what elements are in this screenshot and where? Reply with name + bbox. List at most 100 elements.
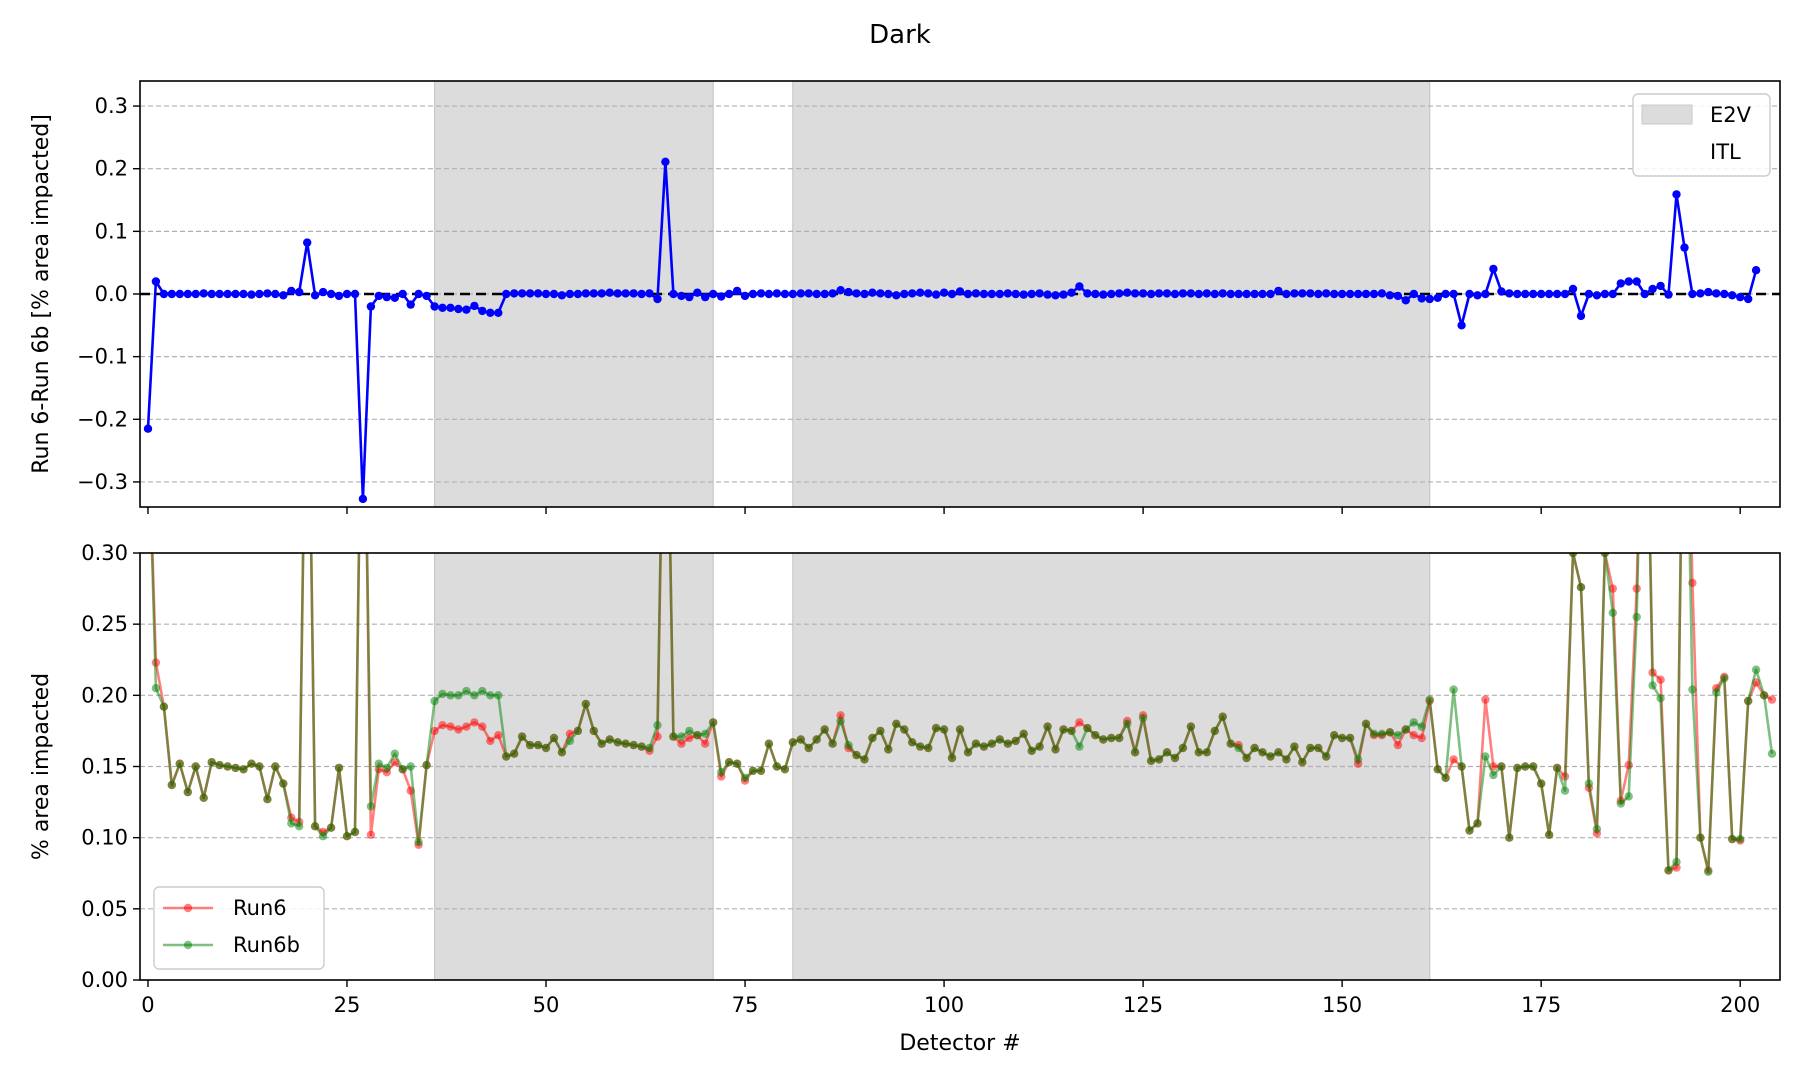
run6b-series-point bbox=[1138, 713, 1148, 723]
x-tick-label: 0 bbox=[141, 993, 154, 1017]
difference-series-point bbox=[231, 289, 240, 299]
difference-series-point bbox=[1473, 291, 1482, 300]
run6-series-point bbox=[1075, 718, 1084, 727]
difference-series-point bbox=[1592, 291, 1602, 300]
difference-series-point bbox=[215, 289, 224, 299]
difference-series-point bbox=[1345, 289, 1355, 299]
difference-series-point bbox=[1154, 289, 1164, 298]
difference-series-point bbox=[947, 289, 957, 299]
bottom-panel: 0.00 0.05 0.10 0.15 0.20 0.25 0.30 0 25 50 75 100 1… bbox=[29, 541, 1781, 1056]
difference-series-point bbox=[374, 291, 383, 301]
x-tick-label: 75 bbox=[732, 993, 759, 1017]
difference-series-point bbox=[438, 303, 447, 312]
run6b-series-point bbox=[1521, 762, 1530, 771]
difference-series-point bbox=[852, 289, 861, 298]
run6b-series-point bbox=[541, 743, 551, 753]
run6b-series-point bbox=[1290, 742, 1299, 751]
run6b-series-point bbox=[533, 740, 543, 750]
run6b-series-point bbox=[1218, 712, 1227, 721]
run6-series-point bbox=[1409, 731, 1419, 740]
run6b-series-point bbox=[263, 795, 272, 804]
run6b-series-point bbox=[772, 762, 782, 771]
difference-series-point bbox=[573, 289, 583, 299]
difference-series-point bbox=[1465, 289, 1474, 299]
difference-series-point bbox=[1011, 289, 1020, 299]
run6b-series-point bbox=[191, 762, 200, 771]
difference-series-point bbox=[661, 157, 670, 166]
difference-series-point bbox=[1178, 289, 1188, 298]
difference-series-point bbox=[549, 289, 559, 299]
run6b-series-point bbox=[1059, 725, 1068, 734]
difference-series-point bbox=[1481, 289, 1490, 299]
difference-series-point bbox=[876, 289, 885, 298]
difference-series-point bbox=[271, 289, 280, 299]
figure-title: Dark bbox=[869, 20, 931, 50]
run6b-series-point bbox=[812, 735, 821, 744]
difference-series-point bbox=[143, 424, 153, 433]
run6b-series-point bbox=[502, 752, 511, 761]
run6b-series-point bbox=[167, 780, 176, 790]
run6b-series-point bbox=[995, 735, 1004, 744]
run6b-series-point bbox=[828, 739, 837, 748]
run6b-series-point bbox=[310, 822, 320, 831]
difference-series-point bbox=[1576, 311, 1586, 321]
run6b-series-point bbox=[852, 750, 861, 760]
y-tick-label: 0.0 bbox=[95, 282, 128, 306]
run6-series-point bbox=[478, 722, 487, 731]
run6b-series-point bbox=[892, 719, 901, 728]
run6b-series-point bbox=[486, 691, 495, 700]
difference-series-point bbox=[1242, 289, 1251, 299]
y-tick-label: 0.2 bbox=[95, 157, 128, 181]
difference-series-point bbox=[350, 289, 360, 299]
difference-series-point bbox=[366, 302, 376, 311]
difference-series-point bbox=[1425, 294, 1434, 304]
difference-series-point bbox=[1672, 190, 1681, 199]
run6b-series-point bbox=[1505, 833, 1514, 842]
run6b-series-point bbox=[685, 726, 694, 736]
run6b-series-point bbox=[470, 691, 479, 700]
run6b-series-point bbox=[1170, 753, 1180, 763]
run6b-series-point bbox=[740, 773, 750, 783]
difference-series-point bbox=[1704, 287, 1713, 297]
difference-series-point bbox=[1059, 290, 1068, 299]
legend-label-e2v: E2V bbox=[1710, 103, 1752, 127]
run6b-series-point bbox=[1513, 763, 1522, 773]
run6b-series-point bbox=[557, 748, 567, 757]
run6b-series-point bbox=[247, 759, 256, 768]
difference-series-point bbox=[334, 291, 344, 301]
difference-series-point bbox=[1449, 289, 1458, 299]
run6b-series-point bbox=[963, 748, 973, 757]
difference-series-point bbox=[1640, 289, 1649, 299]
difference-series-point bbox=[1202, 289, 1212, 298]
run6b-series-point bbox=[1202, 748, 1212, 757]
difference-series-point bbox=[1210, 289, 1220, 299]
run6b-series-point bbox=[955, 725, 965, 734]
difference-series-point bbox=[191, 289, 200, 299]
run6b-series-point bbox=[1616, 799, 1626, 808]
run6-series-point bbox=[565, 729, 575, 738]
run6b-series-point bbox=[1720, 674, 1729, 683]
difference-series-point bbox=[382, 292, 391, 302]
run6b-series-point bbox=[764, 739, 774, 748]
run6b-series-point bbox=[326, 823, 336, 832]
difference-series-point bbox=[1632, 277, 1641, 286]
run6b-series-point bbox=[701, 729, 710, 738]
difference-series-point bbox=[1130, 289, 1140, 298]
difference-series-point bbox=[1266, 289, 1275, 299]
difference-series-point bbox=[1728, 291, 1737, 300]
difference-series-point bbox=[1560, 289, 1570, 299]
difference-series-point bbox=[1401, 296, 1411, 305]
run6b-series-point bbox=[1473, 819, 1482, 828]
run6b-series-point bbox=[1632, 612, 1641, 622]
difference-series-point bbox=[525, 289, 535, 298]
difference-series-point bbox=[653, 294, 662, 304]
difference-series-point bbox=[1035, 289, 1044, 298]
run6b-series-point bbox=[1433, 765, 1442, 774]
run6b-series-point bbox=[1552, 763, 1562, 773]
run6b-series-point bbox=[1417, 722, 1426, 731]
bottom-y-axis-label: % area impacted bbox=[29, 673, 54, 860]
difference-series-point bbox=[924, 289, 933, 298]
run6b-series-point bbox=[1481, 752, 1490, 761]
difference-series-point bbox=[1457, 321, 1466, 330]
y-tick-label: 0.05 bbox=[81, 897, 128, 921]
